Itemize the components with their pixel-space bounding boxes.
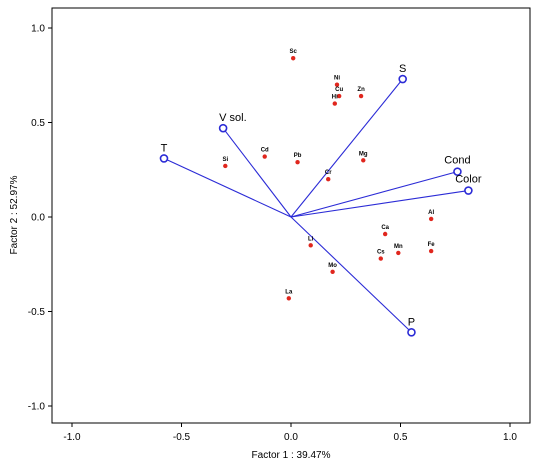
vector-endpoint bbox=[159, 154, 169, 163]
y-tick-label: 1.0 bbox=[31, 24, 45, 35]
element-label: Ca bbox=[381, 225, 389, 231]
element-point-cd bbox=[262, 154, 267, 159]
element-label: Mg bbox=[359, 151, 368, 157]
vector-line-s bbox=[290, 78, 404, 218]
y-axis-label: Factor 2 : 52.97% bbox=[9, 175, 20, 254]
plot-frame bbox=[51, 7, 531, 424]
vector-line-v-sol bbox=[222, 127, 292, 218]
x-axis-ticks: -1.0 -0.5 0.0 0.5 1.0 bbox=[63, 423, 517, 443]
vector-endpoint bbox=[464, 186, 473, 195]
variable-label: T bbox=[161, 142, 168, 154]
element-label: Sc bbox=[290, 49, 298, 55]
vector-endpoint bbox=[398, 74, 407, 84]
x-axis-label: Factor 1 : 39.47% bbox=[252, 450, 331, 461]
element-point-si bbox=[223, 163, 228, 169]
element-point-la bbox=[286, 296, 292, 301]
element-label: Zn bbox=[357, 87, 365, 93]
y-tick-label: 0.5 bbox=[31, 118, 45, 129]
variable-label: P bbox=[408, 316, 415, 328]
element-label: Hi bbox=[332, 95, 338, 101]
element-point-mo bbox=[330, 269, 335, 275]
element-point-pb bbox=[295, 159, 300, 165]
x-tick-label: 0.0 bbox=[284, 432, 298, 443]
y-tick-label: -0.5 bbox=[28, 307, 46, 318]
element-label: Al bbox=[428, 210, 434, 216]
x-tick-label: -0.5 bbox=[173, 432, 191, 443]
vector-endpoint bbox=[218, 123, 228, 133]
element-label: Cs bbox=[377, 250, 385, 256]
element-points: Sc Ni Cu Zn Hi Cd Pb Mg Si Cr Al Ca Li Mn Fe Cs Mo La bbox=[222, 49, 436, 301]
element-point-cu bbox=[336, 93, 342, 99]
vector-line-t bbox=[163, 157, 292, 218]
vector-endpoint bbox=[453, 167, 462, 176]
x-tick-label: 1.0 bbox=[503, 432, 517, 443]
element-point-cs bbox=[378, 256, 383, 261]
y-axis-ticks: -1.0 -0.5 0.0 0.5 1.0 bbox=[28, 24, 52, 413]
element-point-hi bbox=[332, 101, 337, 106]
element-label: Cd bbox=[261, 148, 269, 154]
element-label: La bbox=[285, 289, 293, 295]
element-label: Fe bbox=[428, 242, 436, 248]
element-point-al bbox=[428, 216, 434, 222]
element-label: Cu bbox=[335, 87, 343, 93]
element-point-ca bbox=[382, 231, 388, 237]
x-tick-label: 0.5 bbox=[394, 432, 408, 443]
vector-line-cond bbox=[290, 171, 458, 218]
x-tick-label: -1.0 bbox=[63, 432, 81, 443]
y-tick-label: -1.0 bbox=[28, 402, 46, 413]
vector-endpoint bbox=[407, 327, 416, 337]
vector-line-p bbox=[290, 216, 412, 333]
element-label: Si bbox=[222, 157, 228, 163]
element-point-mn bbox=[396, 250, 401, 256]
element-label: Ni bbox=[334, 76, 340, 82]
variable-label: Color bbox=[455, 174, 482, 186]
element-label: Cr bbox=[325, 170, 332, 176]
variable-label: S bbox=[399, 63, 406, 75]
element-point-li bbox=[308, 243, 313, 248]
y-tick-label: 0.0 bbox=[31, 213, 45, 224]
variable-label: V sol. bbox=[219, 112, 247, 124]
element-point-cr bbox=[326, 177, 331, 182]
element-label: Mo bbox=[328, 263, 337, 269]
element-point-ni bbox=[334, 82, 340, 87]
variable-vectors: S V sol. T Cond Color P bbox=[159, 63, 482, 337]
vector-line-color bbox=[290, 189, 469, 218]
element-point-sc bbox=[290, 56, 296, 61]
element-label: Li bbox=[308, 236, 314, 242]
element-label: Mn bbox=[394, 244, 403, 250]
element-point-fe bbox=[428, 248, 434, 254]
variable-label: Cond bbox=[444, 155, 470, 167]
element-label: Pb bbox=[294, 153, 302, 159]
element-point-zn bbox=[358, 93, 364, 99]
element-point-mg bbox=[361, 158, 366, 163]
